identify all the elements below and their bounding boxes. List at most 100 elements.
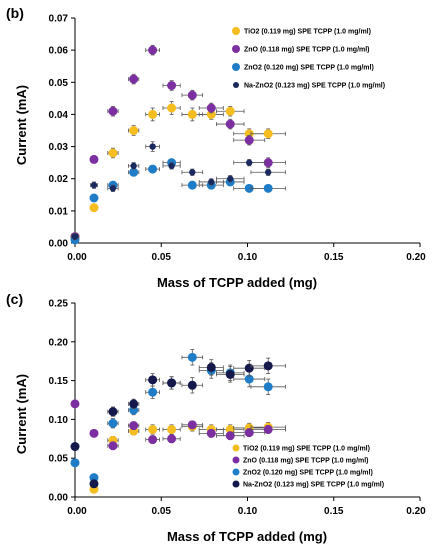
plot-area-c — [70, 349, 286, 494]
data-point-b-tio2-1 — [89, 203, 99, 213]
data-point-b-na-zno2-4 — [149, 143, 156, 150]
y-tick-label-c-4: 0.20 — [49, 337, 69, 348]
legend-label-b-tio2: TiO2 (0.119 mg) SPE TCPP (1.0 mg/ml) — [244, 29, 371, 36]
data-point-c-na-zno2-6 — [187, 380, 197, 390]
data-point-c-na-zno2-0 — [70, 442, 80, 452]
data-point-c-zno-1 — [89, 428, 99, 438]
data-point-c-na-zno2-4 — [148, 375, 158, 385]
panel-label-c: (c) — [6, 291, 23, 307]
data-point-b-zno-9 — [244, 135, 254, 145]
data-point-c-zno-10 — [263, 424, 273, 434]
data-point-b-zno2-10 — [263, 183, 273, 193]
data-point-b-zno-10 — [263, 158, 273, 168]
data-point-c-tio2-4 — [167, 424, 177, 434]
y-tick-label-b-3: 0.03 — [49, 142, 69, 153]
x-tick-label-b-4: 0.20 — [406, 252, 426, 263]
legend-marker-b-na-zno2 — [233, 82, 239, 88]
data-point-b-na-zno2-8 — [227, 175, 234, 182]
data-point-c-zno-2 — [108, 441, 118, 451]
panel-label-b: (b) — [6, 5, 24, 21]
x-tick-label-c-3: 0.15 — [324, 506, 344, 517]
data-point-b-zno2-1 — [89, 193, 99, 203]
data-point-c-zno-6 — [187, 420, 197, 430]
x-tick-label-b-1: 0.05 — [152, 252, 172, 263]
data-point-c-zno2-6 — [187, 352, 197, 362]
y-axis-title-b: Current (mA) — [14, 85, 29, 165]
y-tick-label-b-5: 0.05 — [49, 78, 69, 89]
legend-marker-c-zno2 — [232, 468, 240, 476]
data-point-b-tio2-8 — [225, 106, 235, 116]
chart-panel-c: (c) Current (mA) Mass of TCPP added (mg)… — [6, 291, 426, 544]
legend-label-c-zno2: ZnO2 (0.120 mg) SPE TCPP (1.0 mg/ml) — [243, 470, 373, 477]
data-point-b-tio2-10 — [263, 129, 273, 139]
data-point-b-zno-5 — [167, 81, 177, 90]
legend-marker-c-tio2 — [232, 444, 240, 452]
data-point-c-zno-8 — [225, 431, 235, 441]
x-tick-label-b-2: 0.10 — [238, 252, 258, 263]
data-point-c-zno2-9 — [244, 374, 254, 384]
y-tick-label-c-5: 0.25 — [49, 299, 69, 310]
data-point-b-zno-2 — [108, 106, 118, 116]
x-tick-label-c-4: 0.20 — [406, 506, 426, 517]
data-point-b-na-zno2-5 — [168, 162, 175, 170]
data-point-b-na-zno2-0 — [71, 233, 79, 240]
data-point-c-zno-3 — [129, 421, 139, 431]
data-point-c-na-zno2-3 — [129, 399, 139, 409]
legend-marker-c-na-zno2 — [232, 480, 240, 488]
x-tick-label-c-1: 0.05 — [152, 506, 172, 517]
y-tick-label-b-2: 0.02 — [49, 174, 69, 185]
y-tick-label-b-0: 0.00 — [49, 239, 69, 250]
data-point-c-tio2-7 — [225, 424, 235, 434]
data-point-c-zno-7 — [206, 428, 216, 438]
chart-panel-b: (b) Current (mA) Mass of TCPP added (mg)… — [6, 5, 426, 290]
data-point-b-tio2-5 — [167, 103, 177, 113]
data-point-c-zno2-2 — [108, 418, 118, 428]
legend-label-c-na-zno2: Na-ZnO2 (0.123 mg) SPE TCPP (1.0 mg/ml) — [243, 482, 384, 489]
data-point-b-tio2-7 — [206, 109, 216, 119]
data-point-c-na-zno2-1 — [89, 479, 99, 489]
legend-b: TiO2 (0.119 mg) SPE TCPP (1.0 mg/ml) ZnO… — [232, 27, 385, 90]
x-tick-label-b-0: 0.00 — [67, 252, 87, 263]
data-point-b-zno2-9 — [244, 183, 254, 193]
x-tick-label-b-3: 0.15 — [324, 252, 344, 263]
x-axis-title-b: Mass of TCPP added (mg) — [157, 275, 317, 290]
y-tick-label-c-3: 0.15 — [49, 376, 69, 387]
data-point-c-zno-9 — [244, 428, 254, 438]
data-point-b-na-zno2-2 — [109, 185, 117, 192]
legend-marker-c-zno — [232, 456, 240, 464]
data-point-b-zno-6 — [187, 90, 197, 100]
legend-label-c-zno: ZnO (0.118 mg) SPE TCPP (1.0 mg/ml) — [243, 458, 369, 465]
data-point-c-zno-0 — [70, 399, 80, 409]
data-point-c-zno2-3 — [129, 405, 139, 415]
legend-marker-b-tio2 — [232, 27, 240, 35]
data-point-b-zno-4 — [148, 45, 158, 55]
y-tick-label-b-6: 0.06 — [49, 46, 69, 57]
data-point-c-zno2-0 — [70, 458, 80, 468]
data-point-b-na-zno2-10 — [265, 169, 272, 176]
data-point-b-zno-8 — [225, 119, 235, 129]
data-point-c-na-zno2-7 — [206, 362, 216, 372]
y-tick-label-c-2: 0.10 — [49, 415, 69, 426]
plot-area-b — [70, 44, 286, 245]
data-point-c-zno2-10 — [263, 382, 273, 392]
data-point-b-tio2-9 — [244, 129, 254, 139]
data-point-b-zno2-4 — [148, 164, 158, 174]
legend-label-c-tio2: TiO2 (0.119 mg) SPE TCPP (1.0 mg/ml) — [243, 446, 370, 453]
data-point-b-zno-3 — [129, 74, 139, 84]
data-point-c-zno2-1 — [89, 473, 99, 483]
data-point-c-zno-4 — [148, 435, 158, 445]
x-axis-title-c: Mass of TCPP added (mg) — [167, 529, 327, 544]
data-point-b-na-zno2-1 — [90, 181, 98, 189]
data-point-c-zno2-4 — [148, 387, 158, 397]
data-point-b-zno2-6 — [187, 180, 197, 190]
y-tick-label-c-1: 0.05 — [49, 454, 69, 465]
data-point-c-na-zno2-10 — [263, 361, 273, 371]
legend-label-b-zno2: ZnO2 (0.120 mg) SPE TCPP (1.0 mg/ml) — [244, 65, 374, 72]
legend-marker-b-zno2 — [232, 63, 240, 71]
x-tick-label-c-0: 0.00 — [67, 506, 87, 517]
data-point-c-na-zno2-9 — [244, 363, 254, 373]
data-point-b-na-zno2-7 — [208, 178, 215, 186]
y-tick-label-b-1: 0.01 — [49, 206, 69, 217]
y-tick-label-b-4: 0.04 — [49, 110, 69, 121]
x-tick-label-c-2: 0.10 — [238, 506, 258, 517]
